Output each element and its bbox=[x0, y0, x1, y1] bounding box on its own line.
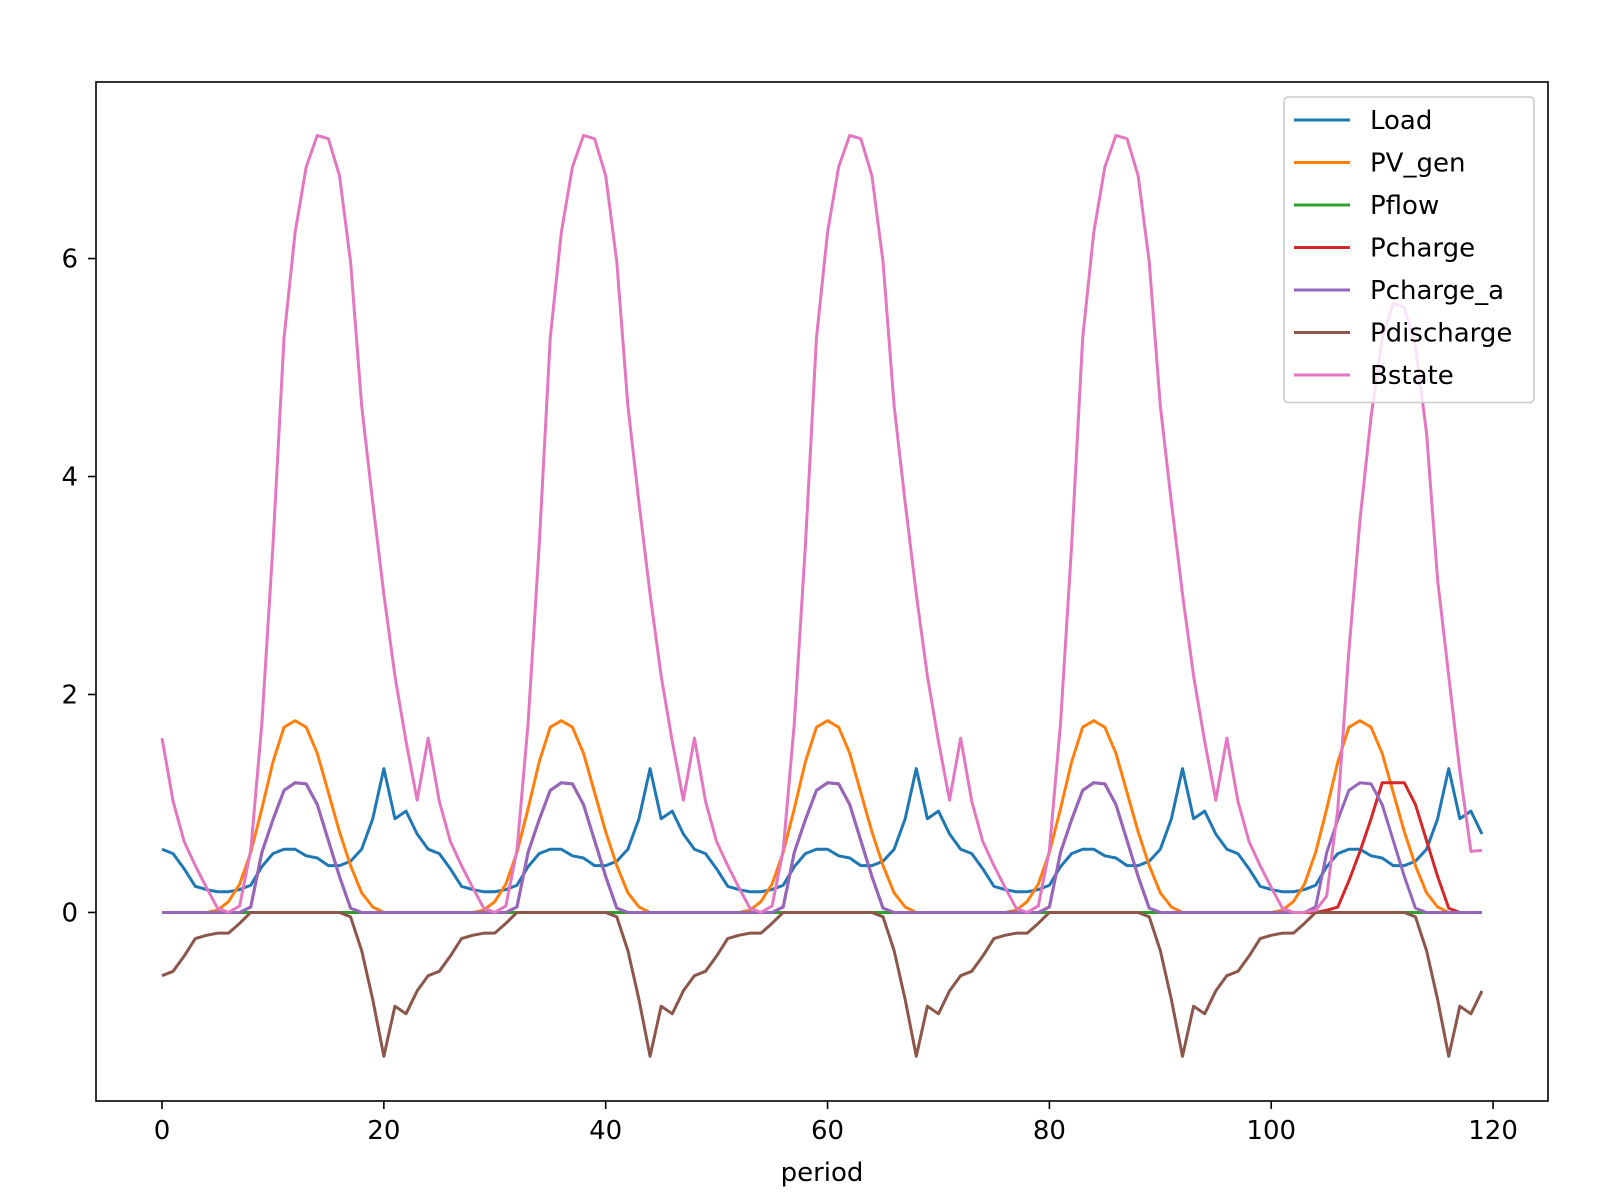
legend-label: Pcharge bbox=[1370, 234, 1475, 264]
plot-lines bbox=[160, 133, 1484, 1058]
legend-label: Pflow bbox=[1370, 191, 1439, 221]
y-tick-label: 4 bbox=[61, 463, 78, 493]
legend-label: Bstate bbox=[1370, 361, 1454, 391]
x-axis-label: period bbox=[781, 1158, 864, 1188]
series-line-pdischarge bbox=[161, 910, 1484, 1058]
x-tick-label: 0 bbox=[154, 1116, 171, 1146]
y-tick-label: 2 bbox=[61, 680, 78, 710]
x-tick-label: 100 bbox=[1246, 1116, 1296, 1146]
legend-label: Pdischarge bbox=[1370, 319, 1512, 349]
series-line-bstate bbox=[160, 133, 1483, 914]
x-tick-label: 40 bbox=[589, 1116, 622, 1146]
x-tick-label: 80 bbox=[1033, 1116, 1066, 1146]
series-line-pcharge-a bbox=[162, 781, 1482, 914]
plot-frame bbox=[95, 81, 1549, 1102]
x-tick-label: 60 bbox=[811, 1116, 844, 1146]
x-tick-label: 20 bbox=[367, 1116, 400, 1146]
x-ticks: 0 20 40 60 80 100 120 bbox=[154, 1101, 1518, 1146]
x-tick-label: 120 bbox=[1468, 1116, 1518, 1146]
legend-box bbox=[1283, 96, 1535, 404]
y-tick-label: 6 bbox=[61, 245, 78, 275]
legend-label: Load bbox=[1370, 106, 1432, 136]
y-tick-label: 0 bbox=[61, 898, 78, 928]
y-ticks: 0 2 4 6 bbox=[61, 245, 96, 928]
series-line-load bbox=[161, 767, 1484, 894]
legend-label: PV_gen bbox=[1370, 149, 1465, 179]
legend: Load PV_gen Pflow Pcharge Pcharge_a Pdischarg… bbox=[1283, 96, 1535, 404]
legend-label: Pcharge_a bbox=[1370, 276, 1504, 306]
